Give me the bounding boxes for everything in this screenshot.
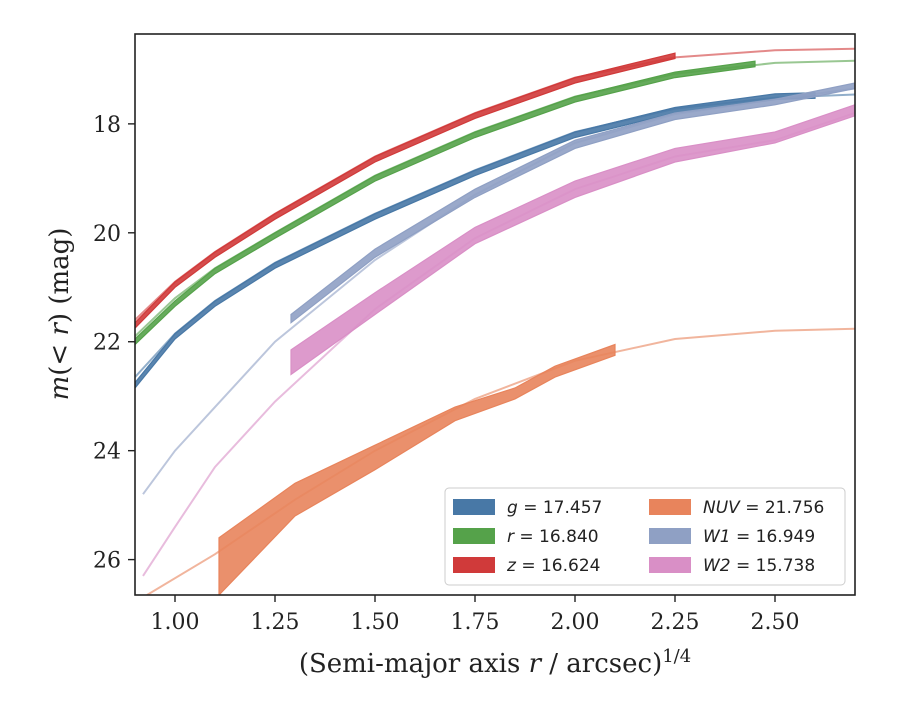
legend: g = 17.457 r = 16.840 z = 16.624 NUV = 21.7… xyxy=(444,487,846,586)
y-axis-label: m(< r) (mag) xyxy=(45,228,75,401)
x-tick-label: 1.75 xyxy=(451,610,500,635)
legend-label-w2: W2 = 15.738 xyxy=(703,556,815,576)
x-tick-label: 2.50 xyxy=(751,610,800,635)
series-w2-observed-band xyxy=(290,104,855,376)
legend-label-r: r = 16.840 xyxy=(507,527,599,547)
series-r-observed-band xyxy=(135,60,756,346)
y-tick-label: 26 xyxy=(93,549,121,574)
series-z-observed-band xyxy=(135,52,676,329)
legend-swatch-r xyxy=(453,528,495,544)
plot-frame xyxy=(134,33,856,596)
series-w1-model-line xyxy=(142,87,855,495)
y-tick-label: 20 xyxy=(93,222,121,247)
y-tick-label: 18 xyxy=(93,113,121,138)
series-nuv-observed-band xyxy=(218,343,616,595)
x-tick-label: 1.25 xyxy=(251,610,300,635)
y-axis: 18 20 22 24 26 xyxy=(93,113,135,574)
legend-swatch-nuv xyxy=(649,499,691,515)
series-g-observed-band xyxy=(135,92,816,389)
x-tick-label: 2.00 xyxy=(551,610,600,635)
x-tick-label: 2.25 xyxy=(651,610,700,635)
legend-frame xyxy=(444,487,846,586)
legend-label-g: g = 17.457 xyxy=(507,498,602,518)
legend-swatch-z xyxy=(453,557,495,573)
series-w1-observed-band xyxy=(290,82,855,324)
legend-label-z: z = 16.624 xyxy=(506,556,600,576)
y-tick-label: 22 xyxy=(93,331,121,356)
legend-label-nuv: NUV = 21.756 xyxy=(703,498,824,518)
legend-swatch-g xyxy=(453,499,495,515)
x-axis: 1.00 1.25 1.50 1.75 2.00 2.25 2.50 xyxy=(151,595,800,635)
x-axis-label: (Semi-major axis r / arcsec)1/4 xyxy=(299,646,691,679)
x-tick-label: 1.50 xyxy=(351,610,400,635)
series-layer xyxy=(135,47,855,595)
y-tick-label: 24 xyxy=(93,440,121,465)
legend-swatch-w2 xyxy=(649,557,691,573)
legend-swatch-w1 xyxy=(649,528,691,544)
legend-label-w1: W1 = 16.949 xyxy=(703,527,815,547)
x-tick-label: 1.00 xyxy=(151,610,200,635)
